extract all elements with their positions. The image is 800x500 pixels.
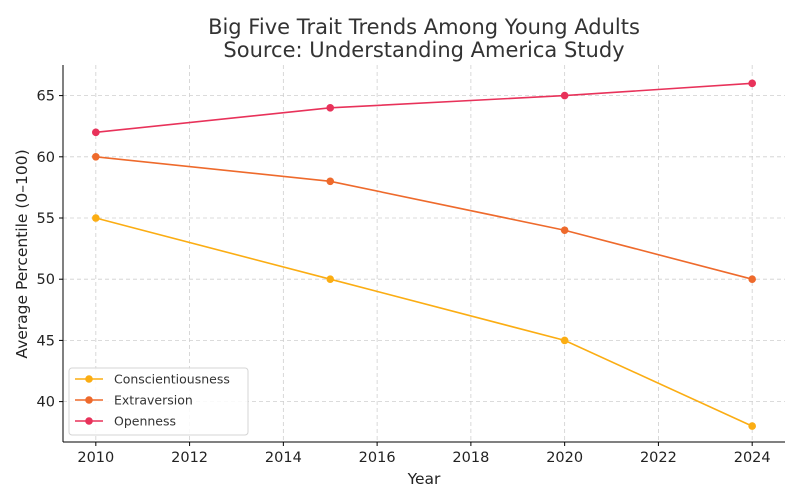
series-extraversion xyxy=(92,153,756,284)
y-tick-label: 50 xyxy=(37,272,55,288)
data-point xyxy=(748,422,756,430)
data-point xyxy=(326,177,335,186)
series-line xyxy=(95,156,753,280)
y-axis-ticks: 40 45 50 55 60 65 xyxy=(37,89,63,411)
x-tick-label: 2012 xyxy=(171,450,208,466)
series-conscientiousness xyxy=(92,214,756,430)
series-layer xyxy=(92,79,756,430)
series-openness xyxy=(92,79,756,137)
y-tick-label: 45 xyxy=(37,333,55,349)
legend-swatch-marker xyxy=(85,396,93,404)
data-point xyxy=(748,79,756,88)
data-point xyxy=(748,275,756,284)
data-point xyxy=(560,91,569,100)
y-tick-label: 40 xyxy=(37,395,55,411)
legend-entry: Conscientiousness xyxy=(114,372,230,387)
legend-entry: Extraversion xyxy=(114,393,193,408)
chart-title-line-1: Big Five Trait Trends Among Young Adults xyxy=(208,15,640,39)
data-point xyxy=(92,128,100,137)
y-tick-label: 60 xyxy=(37,150,55,166)
data-point xyxy=(326,275,335,284)
x-tick-label: 2018 xyxy=(452,450,489,466)
x-axis-ticks: 2010 2012 2014 2016 2018 2020 2022 2024 xyxy=(77,442,771,466)
grid-lines xyxy=(63,65,785,442)
legend: Conscientiousness Extraversion Openness xyxy=(68,367,249,436)
y-axis-label: Average Percentile (0–100) xyxy=(13,149,31,358)
y-tick-label: 65 xyxy=(37,89,55,105)
legend-entry: Openness xyxy=(114,414,176,429)
data-point xyxy=(560,226,569,235)
legend-swatch-marker xyxy=(85,417,93,425)
x-tick-label: 2024 xyxy=(734,450,771,466)
x-tick-label: 2010 xyxy=(77,450,114,466)
y-tick-label: 55 xyxy=(37,211,55,227)
x-tick-label: 2014 xyxy=(265,450,302,466)
x-axis-label: Year xyxy=(407,470,441,488)
data-point xyxy=(560,336,569,345)
legend-swatch-marker xyxy=(85,375,93,383)
legend-box xyxy=(68,367,249,436)
x-tick-label: 2016 xyxy=(359,450,396,466)
data-point xyxy=(326,104,335,112)
series-line xyxy=(95,217,753,427)
x-tick-label: 2022 xyxy=(640,450,677,466)
series-line xyxy=(95,82,753,134)
data-point xyxy=(92,214,100,222)
data-point xyxy=(92,153,100,161)
x-tick-label: 2020 xyxy=(546,450,583,466)
chart-title-line-2: Source: Understanding America Study xyxy=(223,38,624,62)
